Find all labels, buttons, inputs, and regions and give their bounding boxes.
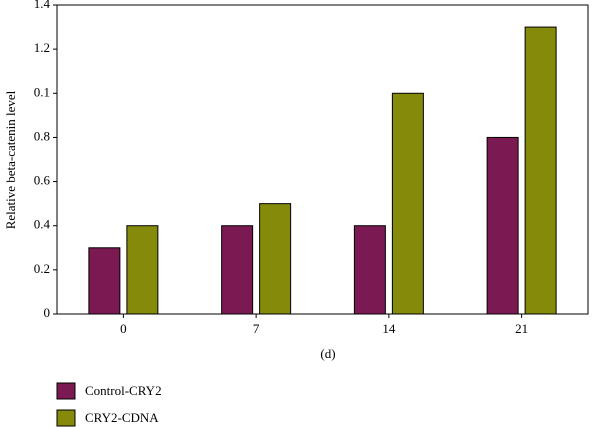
x-axis-label: (d) [320,346,335,361]
bar [88,247,121,315]
y-tick-label: 0.2 [34,261,50,276]
y-tick-label: 0.8 [34,128,50,143]
y-tick-label: 1.4 [34,0,51,11]
x-tick-label: 7 [253,321,260,336]
x-tick-label: 14 [382,321,396,336]
legend-label: Control-CRY2 [85,383,162,398]
y-tick-label: 0.6 [34,173,51,188]
bar [259,203,292,315]
bar [353,225,386,315]
x-tick-label: 21 [515,321,528,336]
legend-swatch [56,382,76,400]
bar [486,136,519,315]
plot-frame [56,4,589,315]
x-tick-label: 0 [120,321,127,336]
legend-label: CRY2-CDNA [85,410,159,425]
bar [126,225,159,315]
bar [391,92,424,315]
bar [524,26,557,315]
legend-swatch [56,409,76,427]
y-tick-label: 0 [44,305,51,320]
y-tick-label: 0.1 [34,84,50,99]
y-tick-label: 1.2 [34,40,50,55]
y-axis-label: Relative beta-catenin level [3,90,18,229]
bar [221,225,254,315]
y-tick-label: 0.4 [34,217,51,232]
